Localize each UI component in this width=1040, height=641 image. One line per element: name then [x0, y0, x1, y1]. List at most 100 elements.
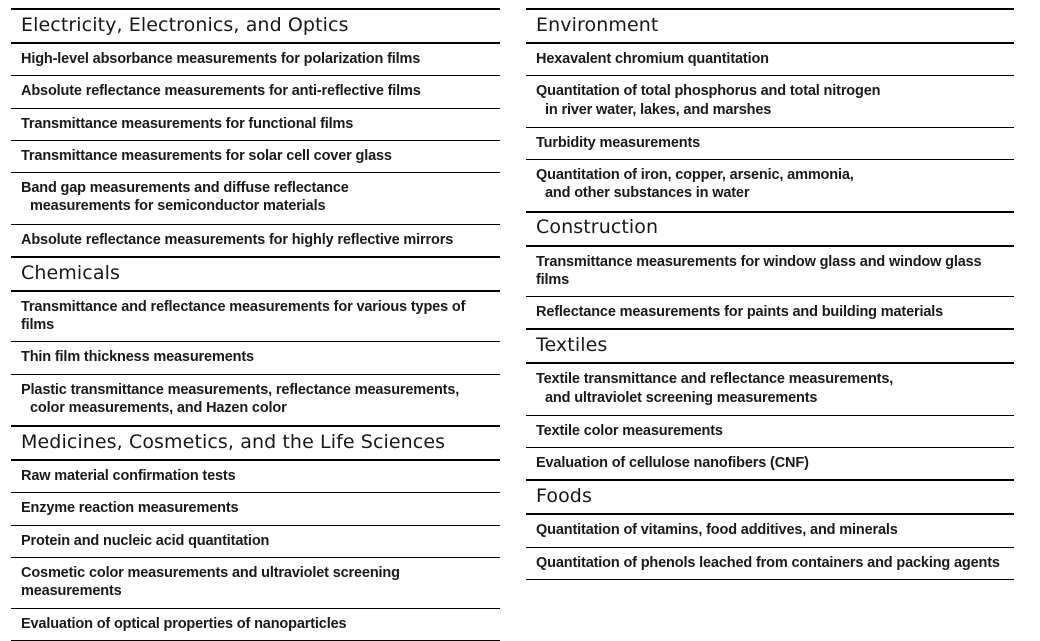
- application-item-line: Quantitation of vitamins, food additives…: [536, 522, 898, 539]
- application-item-line: Quantitation of iron, copper, arsenic, a…: [536, 167, 854, 184]
- application-item-row: Reflectance measurements for paints and …: [526, 296, 1014, 330]
- application-item-row: Plastic transmittance measurements, refl…: [11, 374, 500, 427]
- application-item-line: Transmittance measurements for functiona…: [21, 115, 354, 132]
- application-item-row: Raw material confirmation tests: [11, 460, 500, 494]
- application-item-line-continuation: measurements for semiconductor materials: [30, 198, 326, 215]
- application-item-row: Enzyme reaction measurements: [11, 492, 500, 526]
- application-item-row: Evaluation of optical properties of nano…: [11, 608, 500, 641]
- application-item-row: Quantitation of vitamins, food additives…: [526, 514, 1014, 548]
- application-item-line: Transmittance and reflectance measuremen…: [21, 298, 466, 334]
- application-item-line-continuation: in river water, lakes, and marshes: [545, 101, 772, 118]
- application-item-line: Plastic transmittance measurements, refl…: [21, 381, 460, 398]
- application-item-line-continuation: color measurements, and Hazen color: [30, 399, 287, 416]
- application-item-text: Transmittance and reflectance measuremen…: [11, 290, 500, 343]
- category-header-row-foods: Foods: [526, 479, 1014, 516]
- application-item-text: Absolute reflectance measurements for hi…: [11, 224, 500, 257]
- application-item-row: Transmittance measurements for window gl…: [526, 245, 1014, 298]
- category-header-row-electricity-electronics-and-optics: Electricity, Electronics, and Optics: [11, 8, 500, 44]
- category-header-label: Electricity, Electronics, and Optics: [11, 8, 500, 44]
- category-header-label: Chemicals: [11, 255, 500, 292]
- application-item-row: Protein and nucleic acid quantitation: [11, 525, 500, 558]
- category-header-row-textiles: Textiles: [526, 328, 1014, 365]
- application-item-text: Transmittance measurements for functiona…: [11, 108, 500, 141]
- application-item-row: Transmittance measurements for functiona…: [11, 108, 500, 141]
- application-item-row: Transmittance measurements for solar cel…: [11, 140, 500, 174]
- application-item-row: Cosmetic color measurements and ultravio…: [11, 557, 500, 609]
- application-item-text: Reflectance measurements for paints and …: [526, 297, 1014, 330]
- application-item-row: Thin film thickness measurements: [11, 341, 500, 375]
- application-item-row: Band gap measurements and diffuse reflec…: [11, 172, 500, 225]
- application-item-line: Enzyme reaction measurements: [21, 500, 239, 517]
- application-item-line: Turbidity measurements: [536, 134, 701, 151]
- application-item-line: Cosmetic color measurements and ultravio…: [21, 564, 400, 600]
- application-item-row: Hexavalent chromium quantitation: [526, 43, 1014, 77]
- application-item-row: Textile color measurements: [526, 415, 1014, 449]
- application-item-row: Turbidity measurements: [526, 127, 1014, 161]
- application-item-text: Protein and nucleic acid quantitation: [11, 525, 500, 558]
- application-item-line: Quantitation of total phosphorus and tot…: [536, 83, 881, 100]
- category-header-row-medicines-cosmetics-and-the-life-sciences: Medicines, Cosmetics, and the Life Scien…: [11, 425, 500, 462]
- application-item-text: Turbidity measurements: [526, 127, 1014, 161]
- application-item-text: Raw material confirmation tests: [11, 460, 500, 494]
- category-header-row-chemicals: Chemicals: [11, 255, 500, 292]
- category-header-label: Environment: [526, 8, 1014, 44]
- application-item-row: Absolute reflectance measurements for an…: [11, 75, 500, 109]
- application-item-row: Evaluation of cellulose nanofibers (CNF): [526, 447, 1014, 481]
- application-item-text: Textile color measurements: [526, 415, 1014, 449]
- application-item-line: Band gap measurements and diffuse reflec…: [21, 180, 349, 197]
- left-column-body: Electricity, Electronics, and Optics High…: [11, 8, 500, 641]
- application-item-text: High-level absorbance measurements for p…: [11, 43, 500, 77]
- category-header-row-environment: Environment: [526, 8, 1014, 44]
- application-item-line: High-level absorbance measurements for p…: [21, 51, 421, 67]
- category-header-row-construction: Construction: [526, 210, 1014, 247]
- application-item-text: Quantitation of vitamins, food additives…: [526, 514, 1014, 548]
- application-item-line: Protein and nucleic acid quantitation: [21, 532, 270, 549]
- application-item-row: Absolute reflectance measurements for hi…: [11, 224, 500, 257]
- application-item-line: Thin film thickness measurements: [21, 349, 254, 366]
- right-column-body: Environment Hexavalent chromium quantitat…: [526, 8, 1014, 580]
- application-item-line: Raw material confirmation tests: [21, 468, 236, 485]
- application-item-text: Hexavalent chromium quantitation: [526, 43, 1014, 77]
- application-item-text: Evaluation of optical properties of nano…: [11, 608, 500, 641]
- application-item-text: Plastic transmittance measurements, refl…: [11, 374, 500, 426]
- application-item-text: Transmittance measurements for solar cel…: [11, 140, 500, 174]
- application-item-text: Textile transmittance and reflectance me…: [526, 363, 1014, 416]
- application-examples-page: Electricity, Electronics, and Optics High…: [11, 8, 1014, 641]
- application-item-text: Band gap measurements and diffuse reflec…: [11, 172, 500, 225]
- application-item-line: Evaluation of cellulose nanofibers (CNF): [536, 455, 809, 472]
- application-item-text: Enzyme reaction measurements: [11, 492, 500, 526]
- application-item-text: Evaluation of cellulose nanofibers (CNF): [526, 448, 1014, 481]
- application-item-row: Transmittance and reflectance measuremen…: [11, 290, 500, 343]
- application-item-line: Evaluation of optical properties of nano…: [21, 615, 347, 632]
- application-item-line: Textile transmittance and reflectance me…: [536, 371, 894, 388]
- application-item-text: Quantitation of total phosphorus and tot…: [526, 75, 1014, 128]
- application-item-line: Transmittance measurements for window gl…: [536, 253, 982, 288]
- right-column-table: Environment Hexavalent chromium quantitat…: [526, 8, 1014, 580]
- application-item-text: Transmittance measurements for window gl…: [526, 245, 1014, 298]
- application-item-line: Reflectance measurements for paints and …: [536, 304, 944, 321]
- application-item-line: Textile color measurements: [536, 422, 723, 439]
- left-column: Electricity, Electronics, and Optics High…: [11, 8, 500, 641]
- application-item-text: Thin film thickness measurements: [11, 341, 500, 375]
- application-item-line: Transmittance measurements for solar cel…: [21, 147, 392, 164]
- application-item-row: Quantitation of total phosphorus and tot…: [526, 75, 1014, 128]
- application-item-row: Textile transmittance and reflectance me…: [526, 363, 1014, 416]
- application-item-row: Quantitation of iron, copper, arsenic, a…: [526, 159, 1014, 212]
- application-item-text: Absolute reflectance measurements for an…: [11, 75, 500, 109]
- application-item-text: Quantitation of phenols leached from con…: [526, 547, 1014, 580]
- application-item-line: Quantitation of phenols leached from con…: [536, 554, 1000, 571]
- application-item-line: Absolute reflectance measurements for hi…: [21, 231, 454, 248]
- application-item-text: Cosmetic color measurements and ultravio…: [11, 557, 500, 609]
- application-item-line-continuation: and other substances in water: [545, 185, 750, 202]
- application-item-line: Absolute reflectance measurements for an…: [21, 83, 421, 100]
- category-header-label: Medicines, Cosmetics, and the Life Scien…: [11, 425, 500, 462]
- right-column: Environment Hexavalent chromium quantitat…: [526, 8, 1014, 580]
- application-item-row: High-level absorbance measurements for p…: [11, 43, 500, 77]
- application-item-line: Hexavalent chromium quantitation: [536, 51, 769, 67]
- application-item-line-continuation: and ultraviolet screening measurements: [545, 389, 818, 406]
- application-item-text: Quantitation of iron, copper, arsenic, a…: [526, 160, 1014, 212]
- application-item-row: Quantitation of phenols leached from con…: [526, 547, 1014, 580]
- category-header-label: Foods: [526, 479, 1014, 516]
- category-header-label: Construction: [526, 210, 1014, 247]
